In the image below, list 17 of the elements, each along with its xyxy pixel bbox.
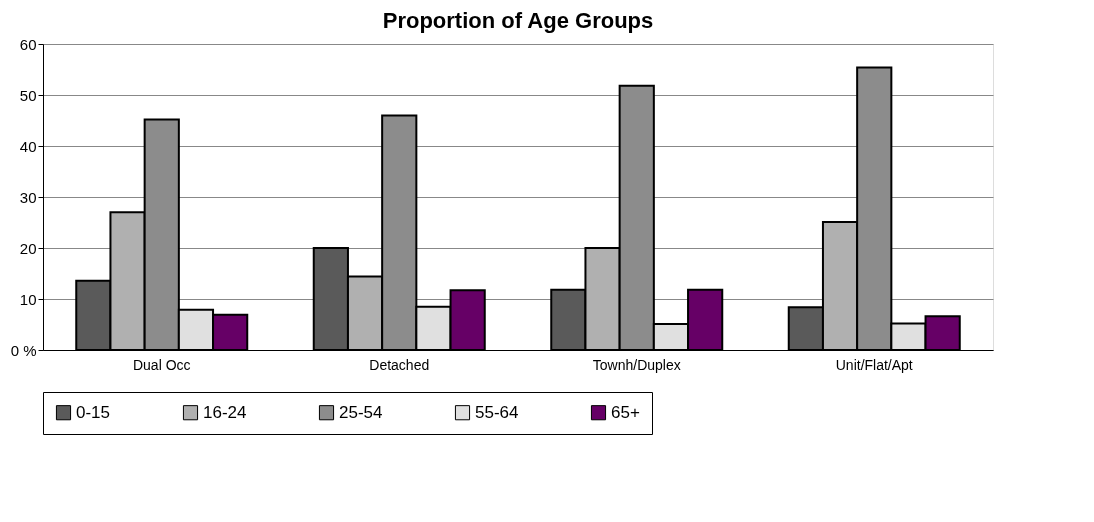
- y-tick-label: 50: [19, 86, 37, 104]
- legend-label: 25-54: [339, 402, 383, 422]
- x-tick-label: Townh/Duplex: [592, 356, 681, 373]
- y-tick-label: 0 %: [10, 341, 37, 359]
- legend-label: 16-24: [203, 402, 247, 422]
- y-tick-label: 10: [19, 290, 37, 308]
- y-tick-label: 20: [19, 239, 37, 257]
- legend-label: 65+: [611, 402, 640, 422]
- x-tick-label: Dual Occ: [132, 356, 191, 373]
- chart-title: Proportion of Age Groups: [382, 8, 654, 33]
- y-tick-label: 60: [19, 35, 37, 53]
- legend-label: 0-15: [76, 402, 111, 422]
- y-tick-label: 40: [19, 137, 37, 155]
- legend-label: 55-64: [475, 402, 519, 422]
- y-tick-label: 30: [19, 188, 37, 206]
- x-tick-label: Detached: [369, 356, 430, 373]
- x-tick-label: Unit/Flat/Apt: [835, 356, 913, 373]
